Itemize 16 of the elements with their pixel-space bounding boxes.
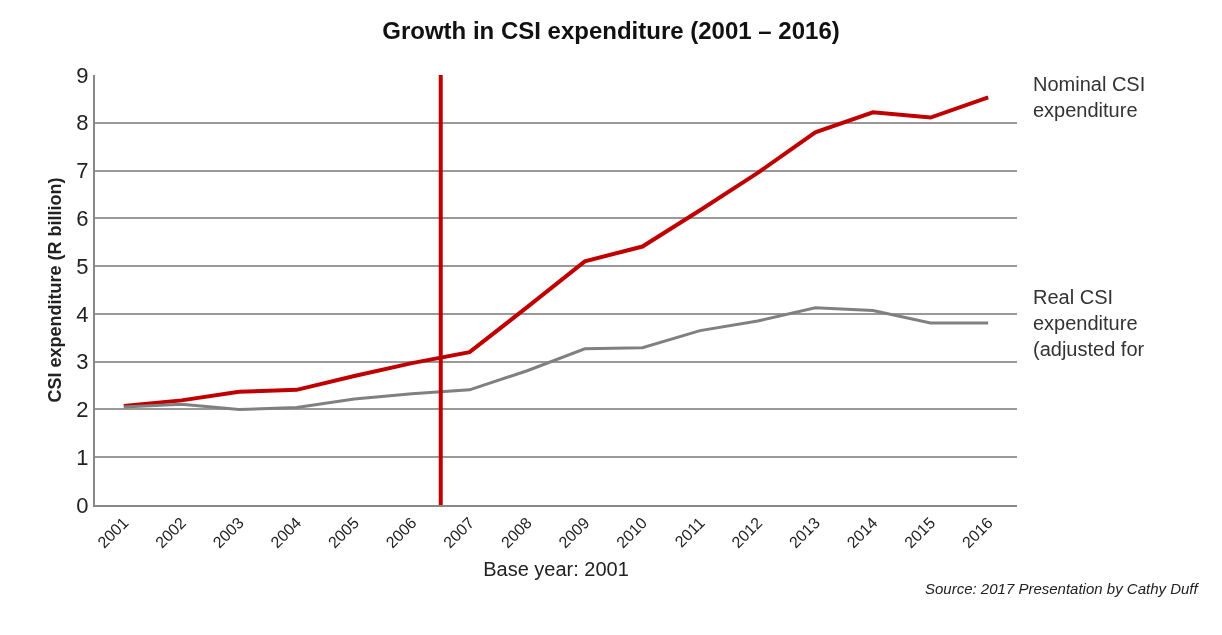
x-axis-title: Base year: 2001	[483, 558, 629, 581]
y-tick-label: 7	[76, 158, 89, 184]
y-tick-label: 0	[76, 492, 89, 518]
y-tick-label: 9	[76, 62, 89, 88]
y-tick-label: 6	[76, 206, 89, 232]
y-tick-label: 1	[76, 444, 89, 470]
y-tick-label: 8	[76, 110, 89, 136]
text: Real CSI expenditure (adjusted for	[1033, 286, 1145, 360]
y-tick-label: 4	[76, 301, 89, 327]
text: Nominal CSI expenditure	[1033, 73, 1146, 121]
y-tick-label: 2	[76, 397, 89, 423]
y-tick-label: 5	[76, 253, 89, 279]
source-note: Source: 2017 Presentation by Cathy Duff	[925, 580, 1200, 597]
chart-title: Growth in CSI expenditure (2001 – 2016)	[382, 17, 840, 45]
y-tick-label: 3	[76, 349, 89, 375]
y-axis-title: CSI expenditure (R billion)	[45, 177, 66, 403]
